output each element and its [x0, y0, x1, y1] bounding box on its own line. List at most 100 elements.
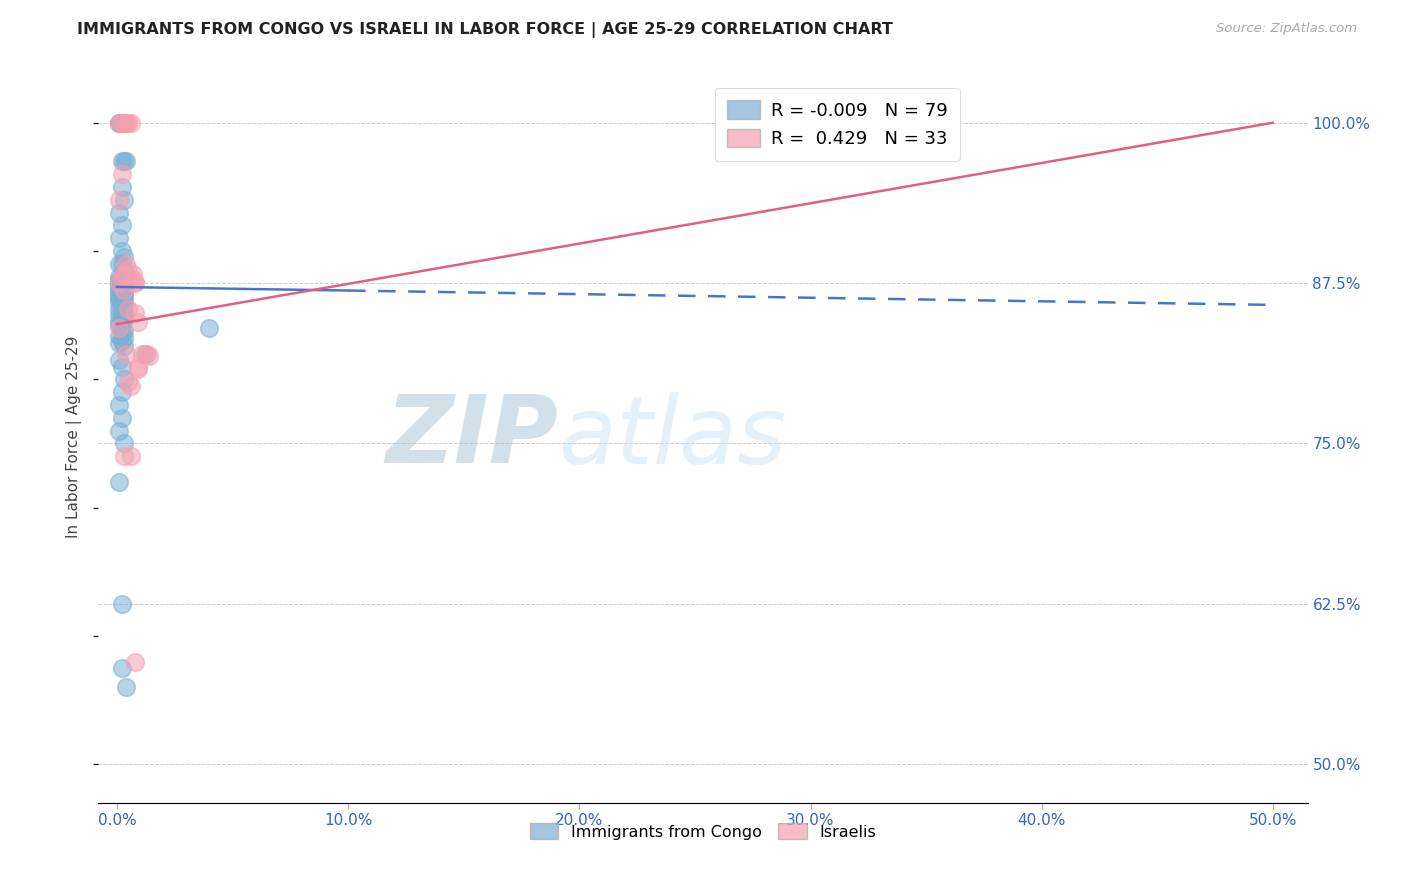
Point	[110, 304, 132, 318]
Point	[108, 295, 131, 310]
Point	[127, 359, 149, 374]
Point	[112, 312, 135, 326]
Point	[117, 301, 139, 316]
Point	[124, 275, 146, 289]
Point	[108, 278, 131, 293]
Text: atlas: atlas	[558, 392, 786, 483]
Point	[112, 116, 135, 130]
Point	[112, 324, 135, 338]
Y-axis label: In Labor Force | Age 25-29: In Labor Force | Age 25-29	[66, 336, 83, 538]
Point	[108, 193, 131, 207]
Point	[112, 283, 135, 297]
Point	[134, 346, 156, 360]
Point	[110, 385, 132, 400]
Point	[120, 116, 142, 130]
Point	[120, 378, 142, 392]
Point	[112, 193, 135, 207]
Point	[110, 283, 132, 297]
Point	[112, 251, 135, 265]
Point	[112, 450, 135, 464]
Point	[112, 372, 135, 386]
Point	[112, 275, 135, 289]
Point	[110, 276, 132, 290]
Point	[108, 328, 131, 343]
Point	[110, 317, 132, 331]
Point	[112, 267, 135, 281]
Point	[112, 331, 135, 345]
Point	[108, 475, 131, 489]
Point	[131, 346, 153, 360]
Point	[108, 205, 131, 219]
Point	[108, 116, 131, 130]
Point	[108, 321, 131, 335]
Point	[108, 336, 131, 351]
Point	[110, 167, 132, 181]
Point	[110, 179, 132, 194]
Point	[108, 424, 131, 438]
Point	[110, 154, 132, 169]
Point	[112, 293, 135, 307]
Text: IMMIGRANTS FROM CONGO VS ISRAELI IN LABOR FORCE | AGE 25-29 CORRELATION CHART: IMMIGRANTS FROM CONGO VS ISRAELI IN LABO…	[77, 22, 893, 38]
Point	[110, 334, 132, 348]
Point	[136, 346, 159, 360]
Point	[110, 280, 132, 294]
Point	[110, 410, 132, 425]
Point	[108, 308, 131, 322]
Point	[108, 283, 131, 297]
Point	[112, 116, 135, 130]
Point	[115, 346, 138, 360]
Point	[112, 286, 135, 301]
Point	[110, 290, 132, 304]
Point	[122, 272, 145, 286]
Point	[108, 292, 131, 306]
Point	[124, 276, 146, 290]
Point	[108, 285, 131, 299]
Point	[110, 284, 132, 298]
Point	[127, 362, 149, 376]
Point	[108, 301, 131, 316]
Point	[112, 272, 135, 286]
Point	[108, 289, 131, 303]
Point	[108, 273, 131, 287]
Point	[110, 287, 132, 301]
Point	[110, 310, 132, 325]
Point	[110, 294, 132, 309]
Point	[117, 116, 139, 130]
Point	[108, 318, 131, 333]
Point	[110, 244, 132, 258]
Point	[112, 289, 135, 303]
Point	[112, 263, 135, 277]
Point	[110, 116, 132, 130]
Point	[108, 276, 131, 290]
Point	[110, 275, 132, 289]
Point	[138, 349, 160, 363]
Point	[108, 231, 131, 245]
Point	[117, 375, 139, 389]
Point	[110, 359, 132, 374]
Point	[110, 269, 132, 284]
Point	[108, 276, 131, 290]
Point	[115, 681, 138, 695]
Point	[108, 116, 131, 130]
Point	[112, 298, 135, 312]
Point	[108, 257, 131, 271]
Point	[110, 276, 132, 290]
Point	[110, 272, 132, 286]
Point	[122, 267, 145, 281]
Point	[124, 655, 146, 669]
Point	[112, 339, 135, 353]
Point	[112, 436, 135, 450]
Legend: Immigrants from Congo, Israelis: Immigrants from Congo, Israelis	[523, 817, 883, 846]
Point	[110, 301, 132, 315]
Point	[110, 661, 132, 675]
Point	[108, 280, 131, 294]
Point	[112, 307, 135, 321]
Point	[108, 353, 131, 368]
Point	[110, 597, 132, 611]
Point	[115, 257, 138, 271]
Point	[108, 116, 131, 130]
Point	[110, 269, 132, 284]
Point	[110, 257, 132, 271]
Point	[108, 315, 131, 329]
Point	[110, 219, 132, 233]
